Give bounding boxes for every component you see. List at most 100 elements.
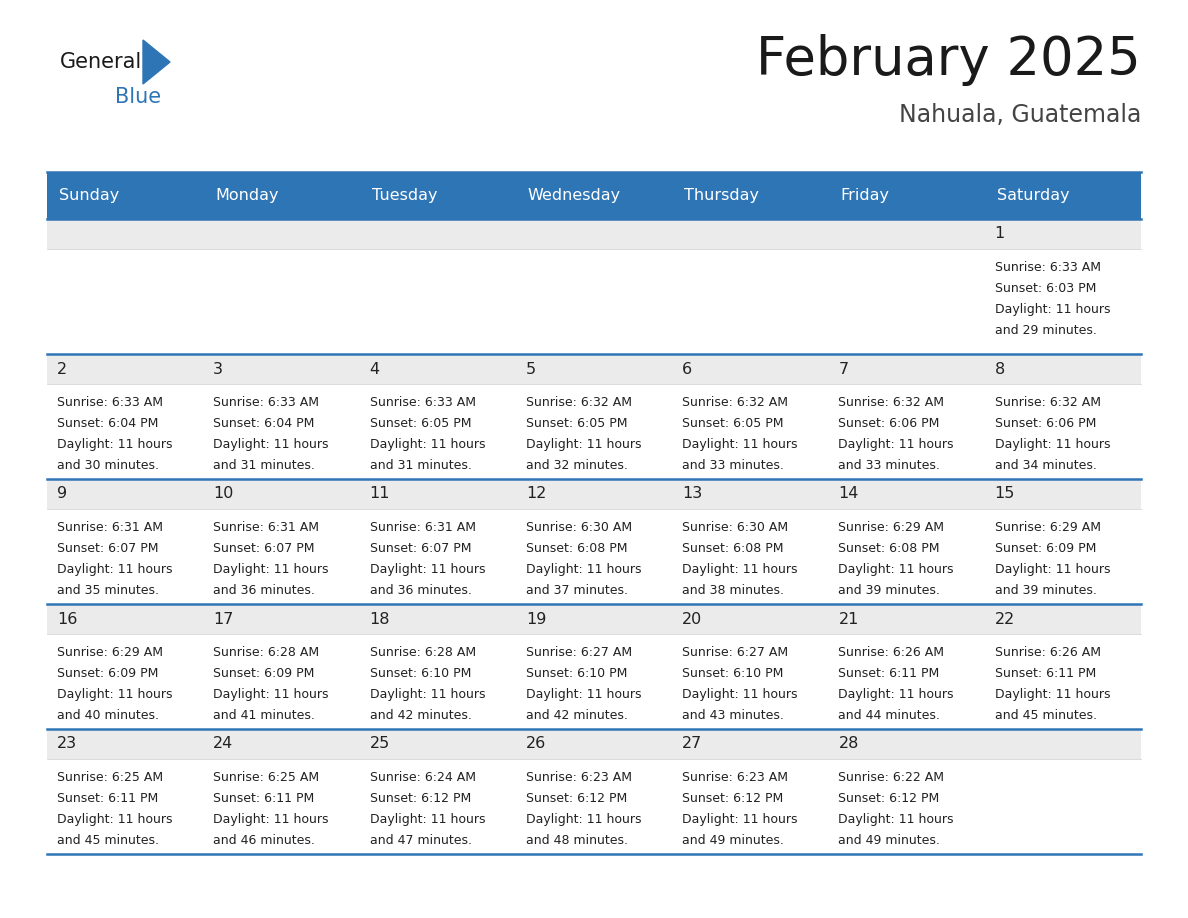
Text: Daylight: 11 hours: Daylight: 11 hours xyxy=(214,688,329,701)
FancyBboxPatch shape xyxy=(48,729,203,854)
Text: Sunrise: 6:33 AM: Sunrise: 6:33 AM xyxy=(369,396,475,409)
Text: and 42 minutes.: and 42 minutes. xyxy=(526,709,627,722)
Text: Daylight: 11 hours: Daylight: 11 hours xyxy=(526,563,642,576)
Text: Tuesday: Tuesday xyxy=(372,188,437,203)
Text: Sunrise: 6:27 AM: Sunrise: 6:27 AM xyxy=(526,646,632,659)
Text: Saturday: Saturday xyxy=(997,188,1069,203)
Text: Sunrise: 6:28 AM: Sunrise: 6:28 AM xyxy=(369,646,475,659)
Text: and 44 minutes.: and 44 minutes. xyxy=(839,709,941,722)
FancyBboxPatch shape xyxy=(985,729,1140,759)
Text: Daylight: 11 hours: Daylight: 11 hours xyxy=(214,813,329,826)
FancyBboxPatch shape xyxy=(360,219,516,249)
Text: Sunrise: 6:23 AM: Sunrise: 6:23 AM xyxy=(526,771,632,784)
FancyBboxPatch shape xyxy=(360,172,516,219)
Text: 10: 10 xyxy=(214,487,234,501)
FancyBboxPatch shape xyxy=(516,729,672,759)
FancyBboxPatch shape xyxy=(672,729,828,854)
Text: and 39 minutes.: and 39 minutes. xyxy=(994,584,1097,597)
Text: 27: 27 xyxy=(682,736,702,752)
Text: General: General xyxy=(61,52,143,72)
FancyBboxPatch shape xyxy=(828,479,985,604)
FancyBboxPatch shape xyxy=(516,172,672,219)
Text: and 49 minutes.: and 49 minutes. xyxy=(682,834,784,847)
Text: Daylight: 11 hours: Daylight: 11 hours xyxy=(994,688,1111,701)
Text: and 40 minutes.: and 40 minutes. xyxy=(57,709,159,722)
FancyBboxPatch shape xyxy=(985,479,1140,604)
Text: 9: 9 xyxy=(57,487,68,501)
Text: and 29 minutes.: and 29 minutes. xyxy=(994,324,1097,337)
Text: 11: 11 xyxy=(369,487,390,501)
Text: and 43 minutes.: and 43 minutes. xyxy=(682,709,784,722)
FancyBboxPatch shape xyxy=(828,604,985,634)
Text: Sunrise: 6:22 AM: Sunrise: 6:22 AM xyxy=(839,771,944,784)
Text: 18: 18 xyxy=(369,611,390,626)
Text: 17: 17 xyxy=(214,611,234,626)
Text: 1: 1 xyxy=(994,227,1005,241)
Text: Daylight: 11 hours: Daylight: 11 hours xyxy=(839,813,954,826)
FancyBboxPatch shape xyxy=(672,354,828,479)
Text: and 33 minutes.: and 33 minutes. xyxy=(839,459,941,472)
FancyBboxPatch shape xyxy=(203,729,360,854)
Text: 26: 26 xyxy=(526,736,546,752)
Text: Sunset: 6:10 PM: Sunset: 6:10 PM xyxy=(526,667,627,680)
FancyBboxPatch shape xyxy=(48,219,203,354)
FancyBboxPatch shape xyxy=(360,354,516,384)
Text: Sunset: 6:07 PM: Sunset: 6:07 PM xyxy=(57,542,158,555)
Text: Daylight: 11 hours: Daylight: 11 hours xyxy=(682,563,797,576)
Text: 2: 2 xyxy=(57,362,68,376)
Text: Daylight: 11 hours: Daylight: 11 hours xyxy=(994,563,1111,576)
Text: and 41 minutes.: and 41 minutes. xyxy=(214,709,315,722)
Text: 6: 6 xyxy=(682,362,693,376)
FancyBboxPatch shape xyxy=(672,479,828,604)
Text: Sunrise: 6:27 AM: Sunrise: 6:27 AM xyxy=(682,646,789,659)
Text: Sunset: 6:12 PM: Sunset: 6:12 PM xyxy=(369,792,470,805)
FancyBboxPatch shape xyxy=(360,729,516,759)
Text: Daylight: 11 hours: Daylight: 11 hours xyxy=(839,438,954,451)
Text: Daylight: 11 hours: Daylight: 11 hours xyxy=(214,563,329,576)
FancyBboxPatch shape xyxy=(985,604,1140,634)
Text: Sunrise: 6:30 AM: Sunrise: 6:30 AM xyxy=(526,521,632,534)
FancyBboxPatch shape xyxy=(985,219,1140,354)
Text: Sunset: 6:08 PM: Sunset: 6:08 PM xyxy=(526,542,627,555)
Text: Daylight: 11 hours: Daylight: 11 hours xyxy=(839,563,954,576)
FancyBboxPatch shape xyxy=(203,604,360,729)
Text: 21: 21 xyxy=(839,611,859,626)
FancyBboxPatch shape xyxy=(516,479,672,509)
FancyBboxPatch shape xyxy=(48,479,203,509)
FancyBboxPatch shape xyxy=(985,219,1140,249)
FancyBboxPatch shape xyxy=(203,479,360,509)
FancyBboxPatch shape xyxy=(203,729,360,759)
FancyBboxPatch shape xyxy=(516,604,672,729)
Text: and 39 minutes.: and 39 minutes. xyxy=(839,584,941,597)
FancyBboxPatch shape xyxy=(48,354,203,384)
Text: Daylight: 11 hours: Daylight: 11 hours xyxy=(369,563,485,576)
Text: and 38 minutes.: and 38 minutes. xyxy=(682,584,784,597)
FancyBboxPatch shape xyxy=(516,354,672,384)
FancyBboxPatch shape xyxy=(516,219,672,354)
Text: and 42 minutes.: and 42 minutes. xyxy=(369,709,472,722)
FancyBboxPatch shape xyxy=(516,729,672,854)
Text: and 34 minutes.: and 34 minutes. xyxy=(994,459,1097,472)
FancyBboxPatch shape xyxy=(672,604,828,634)
FancyBboxPatch shape xyxy=(48,604,203,729)
Text: Sunset: 6:12 PM: Sunset: 6:12 PM xyxy=(526,792,627,805)
Text: 15: 15 xyxy=(994,487,1015,501)
Text: 24: 24 xyxy=(214,736,234,752)
Text: 12: 12 xyxy=(526,487,546,501)
Text: 14: 14 xyxy=(839,487,859,501)
Text: Daylight: 11 hours: Daylight: 11 hours xyxy=(57,813,172,826)
Text: 19: 19 xyxy=(526,611,546,626)
Text: and 36 minutes.: and 36 minutes. xyxy=(369,584,472,597)
Text: and 46 minutes.: and 46 minutes. xyxy=(214,834,315,847)
Text: Sunrise: 6:33 AM: Sunrise: 6:33 AM xyxy=(994,261,1101,274)
Text: Sunset: 6:07 PM: Sunset: 6:07 PM xyxy=(214,542,315,555)
FancyBboxPatch shape xyxy=(985,479,1140,509)
Text: Sunset: 6:12 PM: Sunset: 6:12 PM xyxy=(682,792,783,805)
Text: Sunrise: 6:28 AM: Sunrise: 6:28 AM xyxy=(214,646,320,659)
FancyBboxPatch shape xyxy=(48,729,203,759)
Text: Daylight: 11 hours: Daylight: 11 hours xyxy=(369,813,485,826)
Text: Daylight: 11 hours: Daylight: 11 hours xyxy=(57,563,172,576)
Text: 3: 3 xyxy=(214,362,223,376)
FancyBboxPatch shape xyxy=(985,729,1140,854)
FancyBboxPatch shape xyxy=(672,729,828,759)
